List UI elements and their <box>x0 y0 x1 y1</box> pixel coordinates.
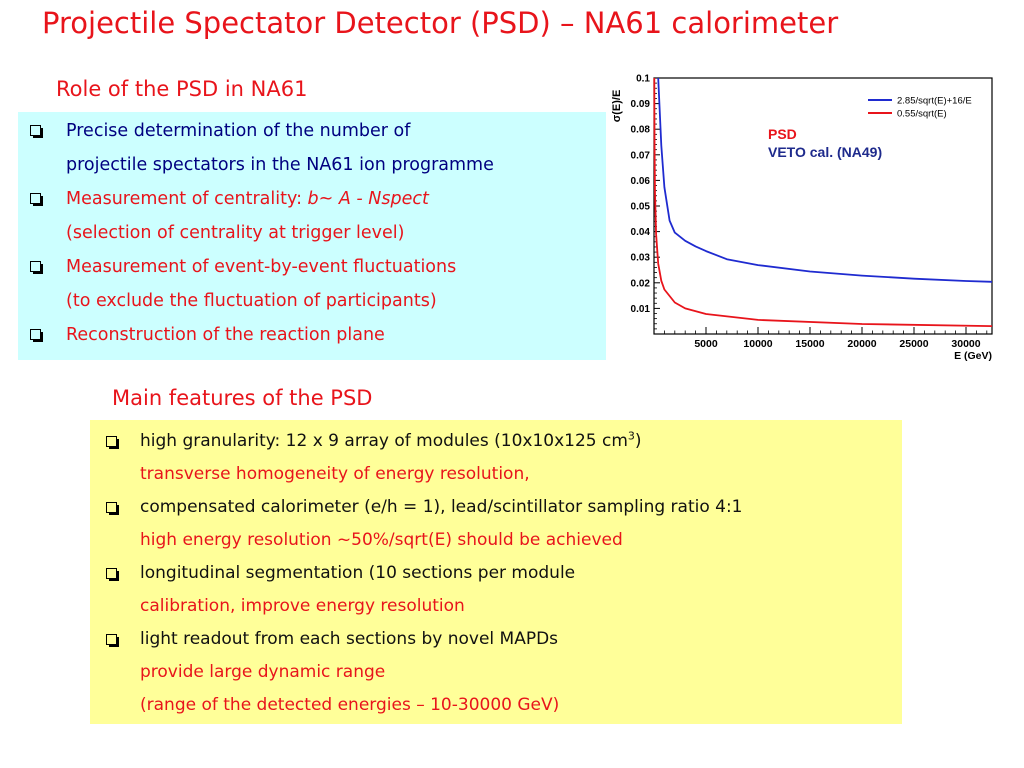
x-tick-label: 15000 <box>795 338 824 350</box>
plot-frame <box>653 77 993 335</box>
feature-text: calibration, improve energy resolution <box>140 596 465 616</box>
feature-text: high energy resolution ~50%/sqrt(E) shou… <box>140 530 623 550</box>
role-text: (to exclude the fluctuation of participa… <box>66 291 437 311</box>
feature-line: compensated calorimeter (e/h = 1), lead/… <box>98 491 902 524</box>
y-tick-label: 0.08 <box>631 125 651 136</box>
role-line: Measurement of centrality: b~ A - Nspect <box>22 182 606 216</box>
feature-text: compensated calorimeter (e/h = 1), lead/… <box>140 497 743 517</box>
role-text: Measurement of centrality: <box>66 189 308 209</box>
chart-legend: 2.85/sqrt(E)+16/E 0.55/sqrt(E) <box>868 96 972 120</box>
feature-line: (range of the detected energies – 10-300… <box>98 689 902 722</box>
formula-text: b~ A - Nspect <box>307 189 429 209</box>
role-text: (selection of centrality at trigger leve… <box>66 223 405 243</box>
chart-annotation: PSD <box>768 126 797 142</box>
feature-line: light readout from each sections by nove… <box>98 623 902 656</box>
superscript: 3 <box>627 429 635 443</box>
feature-line: transverse homogeneity of energy resolut… <box>98 458 902 491</box>
x-tick-label: 25000 <box>899 338 928 350</box>
feature-line: high granularity: 12 x 9 array of module… <box>98 425 902 458</box>
x-axis-label: E (GeV) <box>954 350 992 362</box>
slide-title: Projectile Spectator Detector (PSD) – NA… <box>42 6 839 40</box>
y-tick-label: 0.1 <box>636 74 650 85</box>
feature-line: longitudinal segmentation (10 sections p… <box>98 557 902 590</box>
role-line: (to exclude the fluctuation of participa… <box>22 284 606 318</box>
y-tick-label: 0.05 <box>631 202 651 213</box>
feature-text: (range of the detected energies – 10-300… <box>140 695 560 715</box>
checkbox-bullet-icon <box>106 634 119 647</box>
checkbox-bullet-icon <box>30 261 43 274</box>
role-text: Measurement of event-by-event fluctuatio… <box>66 257 457 277</box>
role-list: Precise determination of the number of pr… <box>18 112 606 360</box>
y-tick-label: 0.07 <box>631 150 651 161</box>
y-tick-label: 0.09 <box>631 99 651 110</box>
feature-text: provide large dynamic range <box>140 662 386 682</box>
y-tick-label: 0.03 <box>631 253 651 264</box>
feature-text: light readout from each sections by nove… <box>140 629 559 649</box>
feature-text: transverse homogeneity of energy resolut… <box>140 464 530 484</box>
legend-label: 0.55/sqrt(E) <box>897 109 947 120</box>
role-line: Precise determination of the number of <box>22 114 606 148</box>
checkbox-bullet-icon <box>106 436 119 449</box>
checkbox-bullet-icon <box>30 193 43 206</box>
checkbox-bullet-icon <box>106 502 119 515</box>
y-axis-label: σ(E)/E <box>611 90 623 123</box>
role-text: projectile spectators in the NA61 ion pr… <box>66 155 494 175</box>
checkbox-bullet-icon <box>30 329 43 342</box>
x-tick-label: 20000 <box>847 338 876 350</box>
x-tick-label: 30000 <box>951 338 980 350</box>
chart-annotations: PSD VETO cal. (NA49) <box>768 126 882 160</box>
checkbox-bullet-icon <box>30 125 43 138</box>
role-text: Reconstruction of the reaction plane <box>66 325 385 345</box>
legend-label: 2.85/sqrt(E)+16/E <box>897 96 972 107</box>
role-line: Reconstruction of the reaction plane <box>22 318 606 352</box>
y-tick-label: 0.02 <box>631 278 651 289</box>
text-tail: ) <box>634 431 642 451</box>
role-line: Measurement of event-by-event fluctuatio… <box>22 250 606 284</box>
role-line: (selection of centrality at trigger leve… <box>22 216 606 250</box>
feature-line: high energy resolution ~50%/sqrt(E) shou… <box>98 524 902 557</box>
series-line <box>657 77 993 283</box>
feature-line: calibration, improve energy resolution <box>98 590 902 623</box>
chart-axes: 0.01 0.02 0.03 0.04 0.05 0.06 0.07 0.08 0.09 0.1 5… <box>611 74 992 363</box>
y-tick-label: 0.04 <box>631 227 651 238</box>
feature-text: longitudinal segmentation (10 sections p… <box>140 563 576 583</box>
role-line: projectile spectators in the NA61 ion pr… <box>22 148 606 182</box>
series-line <box>653 77 993 327</box>
role-text: Precise determination of the number of <box>66 121 411 141</box>
feature-text: high granularity: 12 x 9 array of module… <box>140 431 628 451</box>
checkbox-bullet-icon <box>106 568 119 581</box>
role-heading: Role of the PSD in NA61 <box>56 77 308 101</box>
features-list: high granularity: 12 x 9 array of module… <box>90 420 902 724</box>
chart-series <box>653 77 993 327</box>
resolution-chart: 0.01 0.02 0.03 0.04 0.05 0.06 0.07 0.08 0.09 0.1 5… <box>611 74 993 363</box>
chart-annotation: VETO cal. (NA49) <box>768 144 882 160</box>
x-tick-label: 10000 <box>743 338 772 350</box>
y-tick-label: 0.01 <box>631 304 651 315</box>
feature-line: provide large dynamic range <box>98 656 902 689</box>
y-tick-label: 0.06 <box>631 176 651 187</box>
features-heading: Main features of the PSD <box>112 386 373 410</box>
x-tick-label: 5000 <box>694 338 718 350</box>
